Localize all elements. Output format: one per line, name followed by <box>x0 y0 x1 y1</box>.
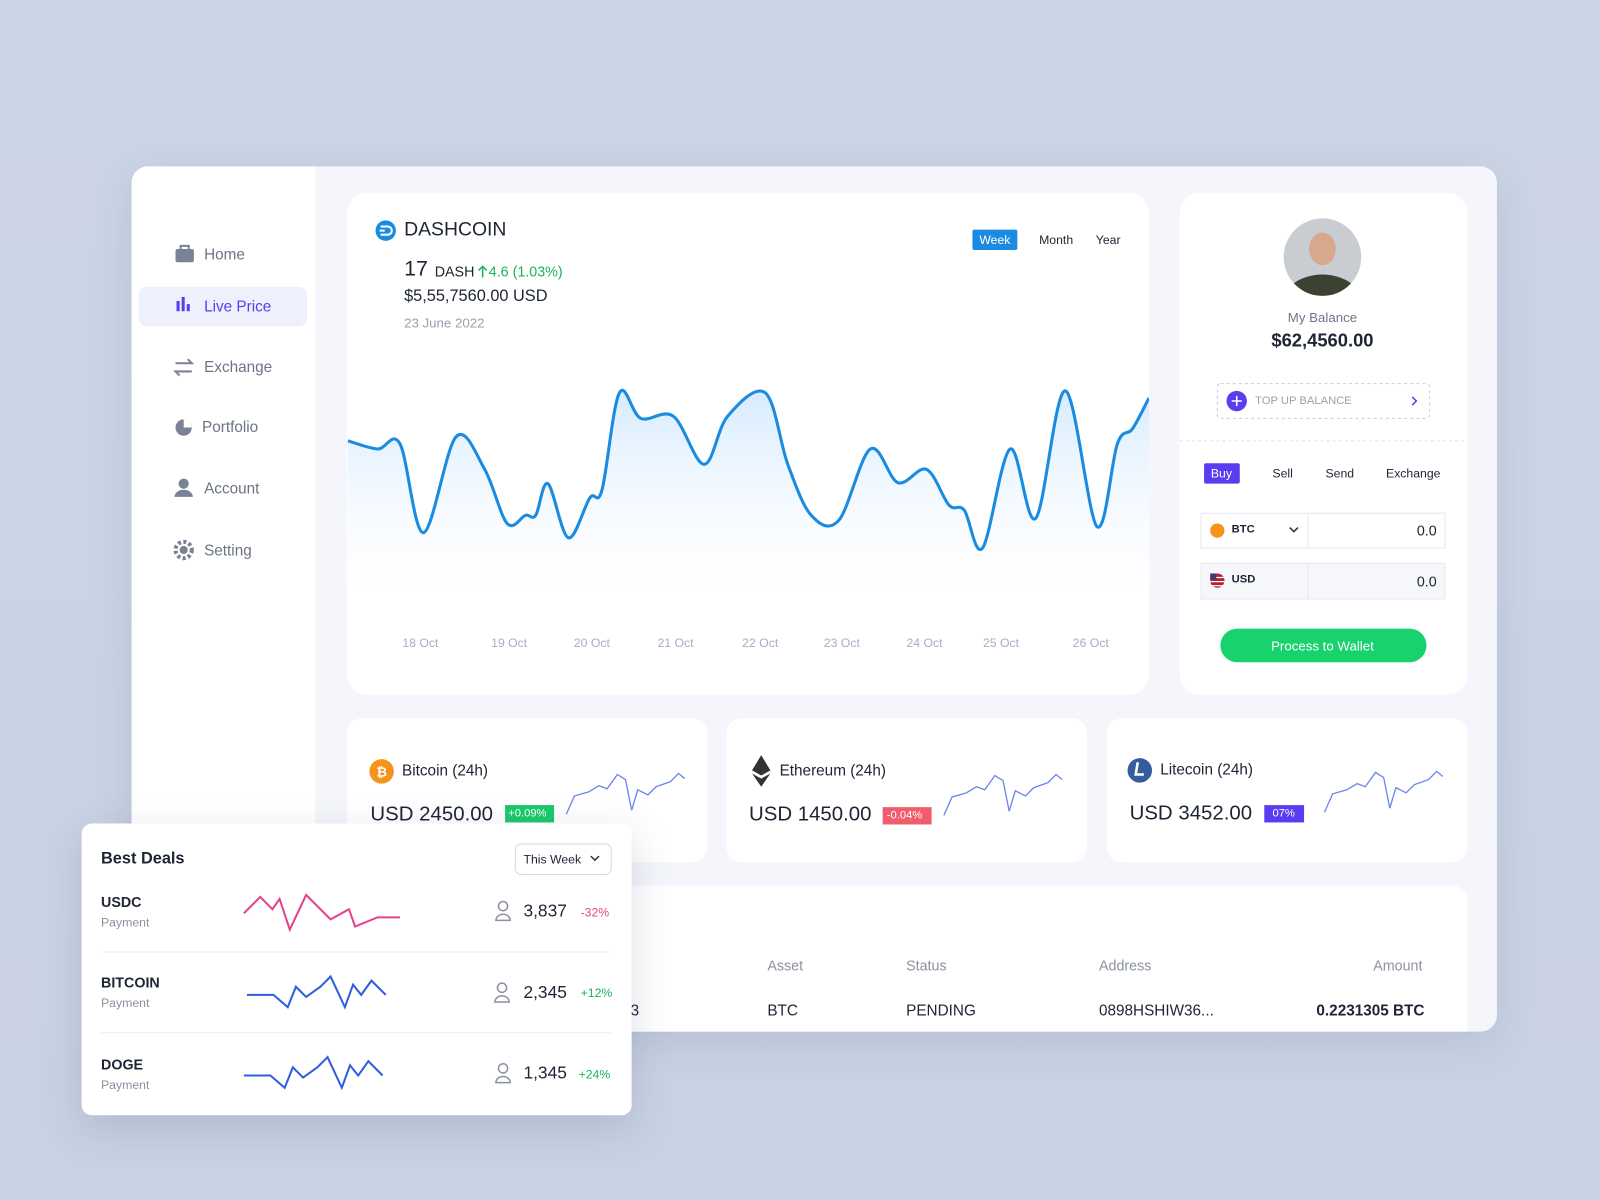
nav-item[interactable]: Exchange <box>204 358 273 377</box>
deal-name: BITCOIN <box>101 974 160 991</box>
table-cell: 0898HSHIW36... <box>1098 1002 1214 1020</box>
deal-count: 3,837 <box>523 901 567 921</box>
from-value[interactable]: 0.0 <box>1416 522 1437 539</box>
table-cell: 3 <box>630 1002 640 1020</box>
ticker-change: -0.04% <box>886 809 923 822</box>
up-arrow <box>478 265 488 278</box>
x-label: 21 Oct <box>657 635 694 650</box>
x-label: 19 Oct <box>491 635 528 650</box>
period-active <box>972 229 1018 250</box>
action-tab[interactable]: Sell <box>1272 466 1293 481</box>
nav-item[interactable]: Live Price <box>204 298 272 316</box>
nav-item[interactable]: Home <box>204 246 245 264</box>
deal-name: USDC <box>101 893 142 911</box>
chart-area <box>347 390 1149 602</box>
ticker-graphics: ₿ <box>369 755 1444 825</box>
ticker-card <box>1107 718 1468 863</box>
table-header: Asset <box>767 957 804 974</box>
ticker-price: USD 1450.00 <box>748 803 872 826</box>
coin-date: 23 June 2022 <box>404 315 485 331</box>
deal-type: Payment <box>101 995 150 1011</box>
top-up-button[interactable]: TOP UP BALANCE <box>1255 394 1352 408</box>
balance-amount: $62,4560.00 <box>1271 330 1374 351</box>
table-cell: 0.2231305 BTC <box>1316 1002 1425 1020</box>
action-tab[interactable]: Send <box>1325 466 1355 481</box>
table-cell: BTC <box>767 1002 798 1020</box>
nav-item[interactable]: Portfolio <box>202 418 259 437</box>
x-label: 18 Oct <box>402 635 439 650</box>
x-label: 26 Oct <box>1072 635 1109 650</box>
x-label: 25 Oct <box>982 635 1020 650</box>
balance-graphics <box>1179 218 1468 663</box>
x-label: 24 Oct <box>906 635 943 650</box>
nav-item[interactable]: Setting <box>204 542 252 560</box>
coin-unit: DASH <box>434 263 475 280</box>
coin-name: DASHCOIN <box>404 219 507 241</box>
table-header: Status <box>906 957 947 974</box>
ticker-name: Ethereum (24h) <box>779 762 886 780</box>
deal-name: DOGE <box>101 1056 144 1073</box>
table-header: Amount <box>1373 957 1423 974</box>
best-deals-graphics <box>101 843 612 1091</box>
balance-label: My Balance <box>1287 309 1358 325</box>
action-tab[interactable]: Buy <box>1210 466 1232 481</box>
process-button[interactable]: Process to Wallet <box>1271 638 1374 654</box>
coin-usd: $5,55,7560.00 USD <box>404 287 548 306</box>
deal-change: -32% <box>580 905 610 920</box>
x-label: 22 Oct <box>742 635 779 650</box>
period-button[interactable]: Week <box>979 232 1011 247</box>
table-cell: PENDING <box>906 1002 976 1020</box>
chart-line <box>347 388 1149 552</box>
deal-type: Payment <box>101 915 150 930</box>
from-currency[interactable]: BTC <box>1231 523 1255 536</box>
action-tab[interactable]: Exchange <box>1386 466 1441 481</box>
svg-text:₿: ₿ <box>376 765 387 780</box>
coin-amount: 17 <box>404 257 428 281</box>
best-deals-title: Best Deals <box>101 849 185 868</box>
coin-change: 4.6 (1.03%) <box>488 263 563 280</box>
nav-item[interactable]: Account <box>204 480 260 498</box>
table-header: Address <box>1098 957 1152 974</box>
sidebar-icons <box>173 244 195 561</box>
ticker-change: 07% <box>1272 807 1295 820</box>
deal-count: 1,345 <box>523 1063 567 1083</box>
to-value[interactable]: 0.0 <box>1416 573 1437 590</box>
x-label: 20 Oct <box>573 635 610 650</box>
active-highlight <box>138 286 308 327</box>
price-chart <box>347 220 1149 602</box>
filter-dropdown[interactable]: This Week <box>523 852 582 867</box>
deal-change: +24% <box>578 1067 611 1082</box>
deal-type: Payment <box>101 1077 150 1092</box>
to-currency[interactable]: USD <box>1231 573 1256 586</box>
period-button[interactable]: Month <box>1039 232 1074 247</box>
x-label: 23 Oct <box>823 635 860 650</box>
ticker-name: Litecoin (24h) <box>1160 761 1253 779</box>
ticker-price: USD 2450.00 <box>370 803 493 826</box>
deal-change: +12% <box>580 985 613 1000</box>
ticker-name: Bitcoin (24h) <box>402 762 488 780</box>
ticker-card <box>726 718 1087 863</box>
ticker-price: USD 3452.00 <box>1129 802 1253 825</box>
deal-count: 2,345 <box>523 982 567 1003</box>
period-button[interactable]: Year <box>1095 232 1121 247</box>
ticker-change: +0.09% <box>508 807 547 820</box>
